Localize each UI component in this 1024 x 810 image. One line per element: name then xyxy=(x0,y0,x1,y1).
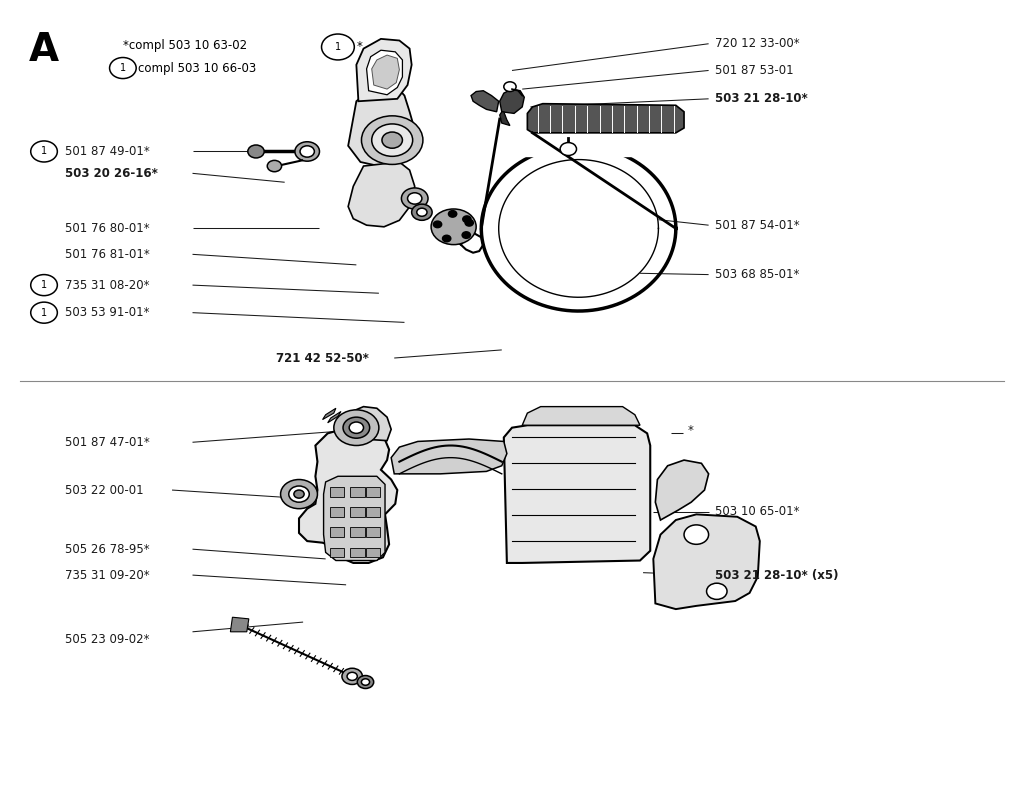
Circle shape xyxy=(357,676,374,688)
Circle shape xyxy=(707,583,727,599)
Bar xyxy=(366,487,380,497)
Text: A: A xyxy=(29,32,58,69)
Bar xyxy=(330,487,344,497)
Polygon shape xyxy=(356,39,412,101)
Circle shape xyxy=(504,82,516,92)
Bar xyxy=(330,527,344,537)
Bar xyxy=(366,507,380,517)
Polygon shape xyxy=(522,407,640,425)
Circle shape xyxy=(342,668,362,684)
Circle shape xyxy=(433,221,441,228)
Polygon shape xyxy=(348,162,415,227)
Text: 735 31 08-20*: 735 31 08-20* xyxy=(65,279,150,292)
Text: *: * xyxy=(688,424,694,437)
Polygon shape xyxy=(372,55,399,89)
Circle shape xyxy=(442,235,451,241)
Bar xyxy=(330,507,344,517)
Text: 735 31 09-20*: 735 31 09-20* xyxy=(65,569,150,582)
Circle shape xyxy=(401,188,428,209)
Text: 501 87 49-01*: 501 87 49-01* xyxy=(65,145,150,158)
Circle shape xyxy=(295,142,319,161)
Bar xyxy=(330,548,344,557)
Polygon shape xyxy=(504,425,650,563)
Polygon shape xyxy=(527,104,684,133)
Circle shape xyxy=(334,410,379,446)
Circle shape xyxy=(267,160,282,172)
Text: 721 42 52-50*: 721 42 52-50* xyxy=(276,352,370,365)
Text: *compl 503 10 63-02: *compl 503 10 63-02 xyxy=(123,39,247,52)
Circle shape xyxy=(465,220,473,226)
Circle shape xyxy=(300,146,314,157)
Text: 503 53 91-01*: 503 53 91-01* xyxy=(65,306,150,319)
Polygon shape xyxy=(299,428,397,563)
Text: 501 76 81-01*: 501 76 81-01* xyxy=(65,248,150,261)
Polygon shape xyxy=(328,411,341,423)
Circle shape xyxy=(463,216,471,223)
Text: 505 23 09-02*: 505 23 09-02* xyxy=(65,633,150,646)
Bar xyxy=(350,548,365,557)
Circle shape xyxy=(412,204,432,220)
Text: compl 503 10 66-03: compl 503 10 66-03 xyxy=(138,62,256,75)
Text: 503 21 28-10* (x5): 503 21 28-10* (x5) xyxy=(715,569,839,582)
Text: 501 76 80-01*: 501 76 80-01* xyxy=(65,222,150,235)
Circle shape xyxy=(289,486,309,502)
Circle shape xyxy=(449,211,457,217)
Polygon shape xyxy=(500,112,510,126)
Text: 503 21 28-10*: 503 21 28-10* xyxy=(715,92,808,105)
Bar xyxy=(350,487,365,497)
Circle shape xyxy=(560,143,577,156)
Polygon shape xyxy=(338,407,391,441)
Polygon shape xyxy=(323,408,336,420)
Circle shape xyxy=(372,124,413,156)
Text: 720 12 33-00*: 720 12 33-00* xyxy=(715,37,800,50)
Circle shape xyxy=(361,116,423,164)
Circle shape xyxy=(417,208,427,216)
Polygon shape xyxy=(324,476,385,561)
Circle shape xyxy=(431,209,476,245)
Text: 501 87 54-01*: 501 87 54-01* xyxy=(715,219,800,232)
Text: 1: 1 xyxy=(41,308,47,318)
Bar xyxy=(350,527,365,537)
Polygon shape xyxy=(655,460,709,520)
Bar xyxy=(350,507,365,517)
Bar xyxy=(366,548,380,557)
Text: 1: 1 xyxy=(41,147,47,156)
Text: 501 87 47-01*: 501 87 47-01* xyxy=(65,436,150,449)
Text: 503 20 26-16*: 503 20 26-16* xyxy=(65,167,158,180)
Circle shape xyxy=(361,679,370,685)
Polygon shape xyxy=(367,50,402,95)
Circle shape xyxy=(684,525,709,544)
Text: 503 22 00-01: 503 22 00-01 xyxy=(65,484,143,497)
Polygon shape xyxy=(471,138,696,156)
Text: 505 26 78-95*: 505 26 78-95* xyxy=(65,543,150,556)
Circle shape xyxy=(349,422,364,433)
Text: *: * xyxy=(356,40,362,53)
Circle shape xyxy=(347,672,357,680)
Text: 501 87 53-01: 501 87 53-01 xyxy=(715,64,794,77)
Circle shape xyxy=(294,490,304,498)
Text: 503 10 65-01*: 503 10 65-01* xyxy=(715,505,800,518)
Polygon shape xyxy=(348,87,415,166)
Circle shape xyxy=(281,480,317,509)
Text: 1: 1 xyxy=(120,63,126,73)
Circle shape xyxy=(382,132,402,148)
Circle shape xyxy=(343,417,370,438)
Text: 1: 1 xyxy=(335,42,341,52)
Circle shape xyxy=(248,145,264,158)
Circle shape xyxy=(462,232,470,238)
Polygon shape xyxy=(391,439,507,474)
Polygon shape xyxy=(230,617,249,632)
Polygon shape xyxy=(499,160,658,297)
Text: 503 68 85-01*: 503 68 85-01* xyxy=(715,268,799,281)
Polygon shape xyxy=(653,514,760,609)
Circle shape xyxy=(408,193,422,204)
Polygon shape xyxy=(500,89,524,113)
Bar xyxy=(366,527,380,537)
Polygon shape xyxy=(471,91,499,112)
Text: 1: 1 xyxy=(41,280,47,290)
